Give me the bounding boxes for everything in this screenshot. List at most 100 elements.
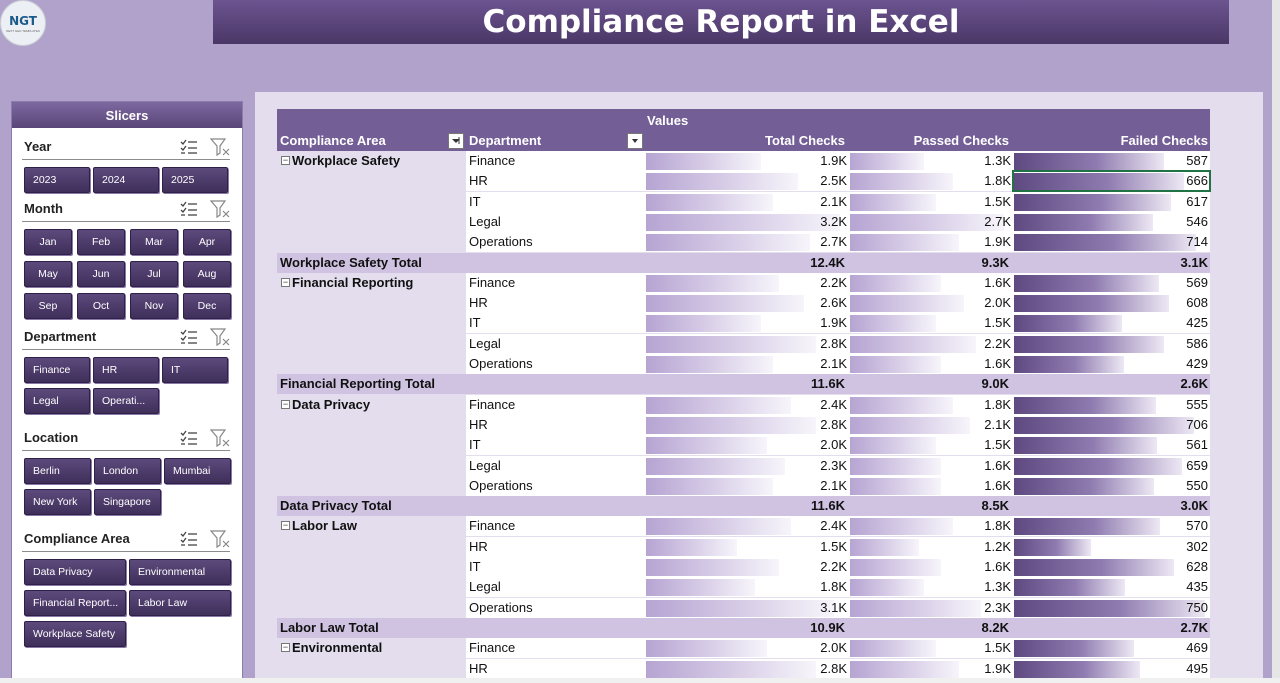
total-checks-cell[interactable]: 2.1K [645, 475, 849, 496]
clear-filter-icon[interactable] [210, 327, 230, 346]
department-cell[interactable]: Legal [466, 333, 645, 354]
total-checks-cell[interactable]: 2.2K [645, 557, 849, 577]
failed-checks-cell[interactable]: 666 [1012, 170, 1211, 193]
passed-checks-cell[interactable]: 2.7K [849, 211, 1013, 232]
area-cell[interactable] [277, 354, 466, 374]
department-cell[interactable]: Finance [466, 151, 645, 171]
slicer-item[interactable]: Singapore [94, 489, 161, 515]
total-checks-cell[interactable]: 3.1K [645, 597, 849, 618]
department-cell[interactable]: Finance [466, 272, 645, 293]
area-cell[interactable] [277, 191, 466, 212]
total-checks-cell[interactable]: 1.8K [645, 577, 849, 598]
passed-checks-cell[interactable]: 1.9K [849, 658, 1013, 679]
department-cell[interactable]: Operations [466, 475, 645, 496]
area-cell[interactable]: − Labor Law [277, 516, 466, 537]
passed-checks-cell[interactable]: 1.8K [849, 171, 1013, 192]
clear-filter-icon[interactable] [210, 199, 230, 218]
slicer-item[interactable]: Dec [183, 293, 231, 319]
department-cell[interactable]: Operations [466, 597, 645, 618]
passed-checks-cell[interactable]: 1.5K [849, 435, 1013, 456]
collapse-icon[interactable]: − [281, 398, 290, 409]
failed-checks-cell[interactable]: 659 [1013, 455, 1210, 476]
passed-checks-cell[interactable]: 1.6K [849, 455, 1013, 476]
area-cell[interactable] [277, 232, 466, 253]
slicer-item[interactable]: HR [93, 357, 159, 383]
slicer-item[interactable]: Oct [77, 293, 125, 319]
total-checks-cell[interactable]: 2.6K [645, 293, 849, 314]
area-cell[interactable] [277, 536, 466, 557]
area-cell[interactable] [277, 557, 466, 577]
passed-checks-cell[interactable]: 2.1K [849, 414, 1013, 435]
slicer-item[interactable]: 2024 [93, 167, 159, 193]
failed-checks-cell[interactable]: 628 [1013, 557, 1210, 577]
department-cell[interactable]: HR [466, 658, 645, 679]
passed-checks-cell[interactable]: 1.5K [849, 191, 1013, 212]
passed-checks-cell[interactable]: 1.8K [849, 394, 1013, 415]
subtotal-row[interactable]: Data Privacy Total 11.6K 8.5K 3.0K [277, 496, 1210, 517]
total-checks-cell[interactable]: 2.8K [645, 333, 849, 354]
passed-checks-cell[interactable]: 1.6K [849, 475, 1013, 496]
failed-checks-cell[interactable]: 435 [1013, 577, 1210, 598]
department-cell[interactable]: IT [466, 557, 645, 577]
total-checks-cell[interactable]: 2.4K [645, 394, 849, 415]
area-cell[interactable] [277, 414, 466, 435]
multi-select-icon[interactable] [180, 201, 198, 217]
total-checks-cell[interactable]: 2.8K [645, 414, 849, 435]
clear-filter-icon[interactable] [210, 428, 230, 447]
department-cell[interactable]: HR [466, 293, 645, 314]
failed-checks-cell[interactable]: 546 [1013, 211, 1210, 232]
area-cell[interactable] [277, 577, 466, 598]
passed-checks-cell[interactable]: 1.6K [849, 557, 1013, 577]
slicer-item[interactable]: Environmental [129, 559, 231, 585]
area-cell[interactable]: − Environmental [277, 638, 466, 659]
compliance-area-filter-button[interactable] [448, 133, 464, 149]
area-cell[interactable] [277, 597, 466, 618]
slicer-item[interactable]: Legal [24, 388, 90, 414]
slicer-item[interactable]: Financial Report... [24, 590, 126, 616]
area-cell[interactable]: − Data Privacy [277, 394, 466, 415]
department-cell[interactable]: IT [466, 313, 645, 334]
slicer-item[interactable]: Jan [24, 229, 72, 255]
slicer-item[interactable]: Data Privacy [24, 559, 126, 585]
department-cell[interactable]: IT [466, 435, 645, 456]
failed-checks-cell[interactable]: 586 [1013, 333, 1210, 354]
area-cell[interactable]: − Workplace Safety [277, 151, 466, 171]
passed-checks-cell[interactable]: 1.6K [849, 272, 1013, 293]
failed-checks-cell[interactable]: 555 [1013, 394, 1210, 415]
failed-checks-cell[interactable]: 714 [1013, 232, 1210, 253]
passed-checks-cell[interactable]: 1.9K [849, 232, 1013, 253]
area-cell[interactable] [277, 658, 466, 679]
total-checks-cell[interactable]: 1.5K [645, 536, 849, 557]
slicer-item[interactable]: 2023 [24, 167, 90, 193]
slicer-item[interactable]: Apr [183, 229, 231, 255]
slicer-item[interactable]: Labor Law [129, 590, 231, 616]
area-cell[interactable] [277, 171, 466, 192]
department-cell[interactable]: Finance [466, 516, 645, 537]
failed-checks-cell[interactable]: 617 [1013, 191, 1210, 212]
failed-checks-cell[interactable]: 425 [1013, 313, 1210, 334]
area-cell[interactable]: − Financial Reporting [277, 272, 466, 293]
area-cell[interactable] [277, 313, 466, 334]
multi-select-icon[interactable] [180, 531, 198, 547]
department-cell[interactable]: HR [466, 171, 645, 192]
area-cell[interactable] [277, 211, 466, 232]
total-checks-cell[interactable]: 2.3K [645, 455, 849, 476]
department-cell[interactable]: HR [466, 414, 645, 435]
slicer-item[interactable]: Berlin [24, 458, 91, 484]
slicer-item[interactable]: Sep [24, 293, 72, 319]
passed-checks-cell[interactable]: 2.2K [849, 333, 1013, 354]
total-checks-cell[interactable]: 2.7K [645, 232, 849, 253]
department-cell[interactable]: Legal [466, 455, 645, 476]
collapse-icon[interactable]: − [281, 276, 290, 287]
failed-checks-cell[interactable]: 706 [1013, 414, 1210, 435]
department-cell[interactable]: Operations [466, 354, 645, 374]
department-cell[interactable]: IT [466, 191, 645, 212]
slicer-item[interactable]: Nov [130, 293, 178, 319]
subtotal-row[interactable]: Workplace Safety Total 12.4K 9.3K 3.1K [277, 252, 1210, 273]
multi-select-icon[interactable] [180, 139, 198, 155]
total-checks-cell[interactable]: 2.8K [645, 658, 849, 679]
failed-checks-cell[interactable]: 302 [1013, 536, 1210, 557]
subtotal-row[interactable]: Financial Reporting Total 11.6K 9.0K 2.6K [277, 374, 1210, 395]
collapse-icon[interactable]: − [281, 520, 290, 531]
failed-checks-cell[interactable]: 495 [1013, 658, 1210, 679]
